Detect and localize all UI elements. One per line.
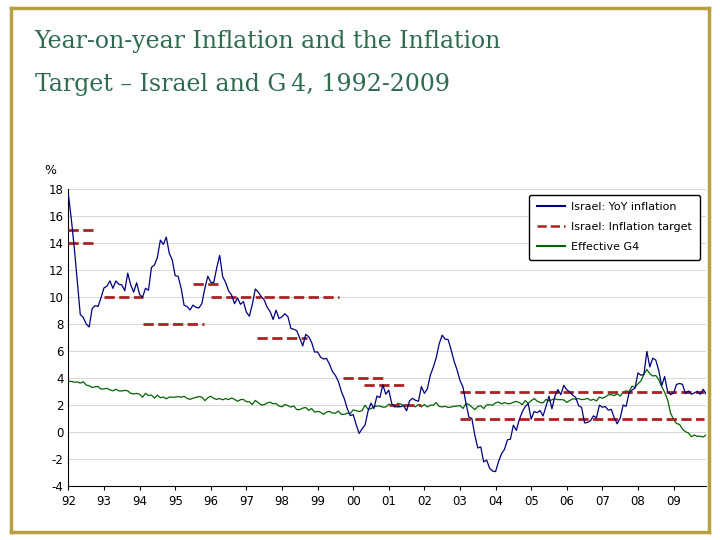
Text: Year-on-year Inflation and the Inflation: Year-on-year Inflation and the Inflation: [35, 30, 501, 53]
Text: %: %: [44, 164, 56, 177]
Legend: Israel: YoY inflation, Israel: Inflation target, Effective G4: Israel: YoY inflation, Israel: Inflation…: [529, 194, 700, 260]
Text: Target – Israel and G 4, 1992-2009: Target – Israel and G 4, 1992-2009: [35, 73, 449, 96]
